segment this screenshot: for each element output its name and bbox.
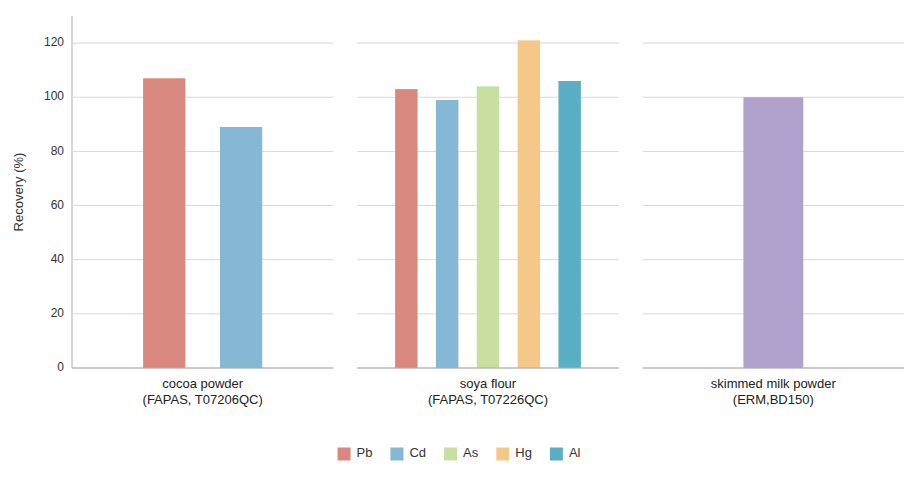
bar (436, 100, 458, 368)
bar (143, 78, 185, 368)
grid-line (357, 43, 618, 44)
x-axis-line (357, 368, 618, 369)
y-tick-label: 20 (51, 306, 65, 320)
legend-item: Hg (496, 445, 532, 460)
chart-container: 020406080100120Recovery (%)cocoa powder(… (0, 0, 918, 480)
legend-label: Pb (357, 445, 373, 460)
panel: cocoa powder(FAPAS, T07206QC) (72, 43, 333, 407)
category-label-line: (ERM,BD150) (733, 392, 814, 407)
grid-line (643, 368, 904, 369)
category-label-line: (FAPAS, T07226QC) (428, 392, 548, 407)
legend-item: Cd (390, 445, 426, 460)
grid-line (72, 205, 333, 206)
bar (477, 86, 499, 368)
legend-swatch (496, 448, 509, 461)
legend-swatch (550, 448, 563, 461)
legend-label: As (463, 445, 479, 460)
grid-line (72, 313, 333, 314)
legend-item: Pb (338, 445, 373, 460)
y-tick-label: 60 (51, 198, 65, 212)
bar (220, 127, 262, 368)
panel: soya flour(FAPAS, T07226QC) (357, 40, 618, 407)
legend-swatch (444, 448, 457, 461)
legend-label: Hg (515, 445, 532, 460)
category-label-line: skimmed milk powder (711, 376, 837, 391)
chart: 020406080100120Recovery (%)cocoa powder(… (0, 0, 918, 480)
grid-line (357, 368, 618, 369)
y-tick-label: 0 (57, 360, 64, 374)
background (0, 0, 918, 480)
category-label: cocoa powder(FAPAS, T07206QC) (143, 376, 263, 407)
y-axis-label: Recovery (%) (11, 153, 26, 232)
y-tick-label: 40 (51, 252, 65, 266)
legend-item: As (444, 445, 479, 460)
grid-line (643, 43, 904, 44)
category-label-line: cocoa powder (162, 376, 244, 391)
legend-item: Al (550, 445, 581, 460)
legend-label: Al (569, 445, 581, 460)
legend-swatch (390, 448, 403, 461)
grid-line (72, 43, 333, 44)
bars (743, 97, 803, 368)
bar (518, 40, 540, 368)
grid-line (72, 151, 333, 152)
panel: skimmed milk powder(ERM,BD150) (643, 43, 904, 407)
y-tick-label: 120 (44, 35, 64, 49)
bar (395, 89, 417, 368)
bar (558, 81, 580, 368)
legend-label: Cd (409, 445, 426, 460)
category-label: soya flour(FAPAS, T07226QC) (428, 376, 548, 407)
legend-swatch (338, 448, 351, 461)
bar (743, 97, 803, 368)
category-label-line: (FAPAS, T07206QC) (143, 392, 263, 407)
y-tick-label: 80 (51, 144, 65, 158)
y-axis: 0 20 40 60 80 100 120 (44, 16, 72, 374)
y-axis-line (72, 16, 73, 368)
x-axis-line (643, 368, 904, 369)
category-label-line: soya flour (460, 376, 517, 391)
y-tick-label: 100 (44, 89, 64, 103)
legend: Pb Cd As Hg Al (338, 445, 581, 460)
x-axis-line (72, 368, 333, 369)
bars (143, 78, 262, 368)
grid-line (72, 259, 333, 260)
category-label: skimmed milk powder(ERM,BD150) (711, 376, 837, 407)
grid-line (72, 97, 333, 98)
grid-line (72, 368, 333, 369)
bars (395, 40, 581, 368)
